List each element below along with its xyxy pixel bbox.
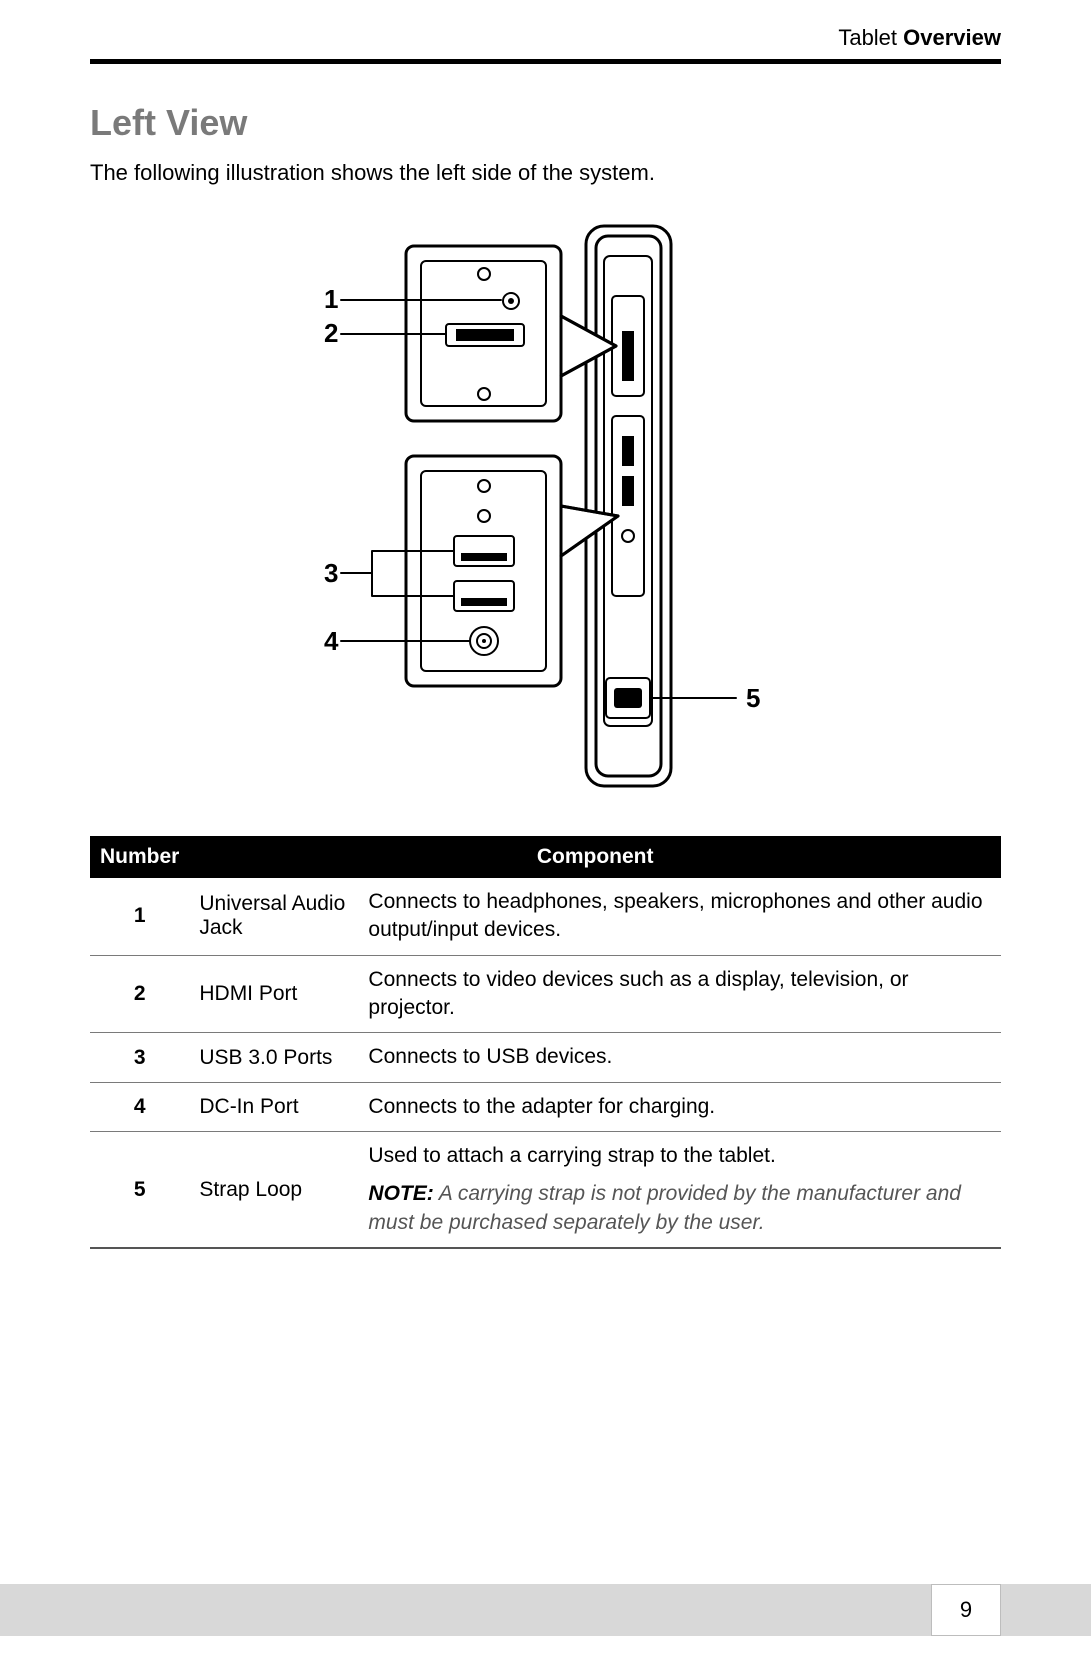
left-view-illustration: 1 2 3 4 5 — [286, 216, 806, 796]
row-number: 5 — [90, 1132, 189, 1249]
row-number: 3 — [90, 1033, 189, 1082]
note-label: NOTE: — [368, 1182, 433, 1205]
page-number: 9 — [931, 1584, 1001, 1636]
row-note: NOTE: A carrying strap is not provided b… — [368, 1180, 991, 1237]
footer-bar — [0, 1584, 1091, 1636]
row-number: 2 — [90, 955, 189, 1033]
row-component: HDMI Port — [189, 955, 358, 1033]
section-intro: The following illustration shows the lef… — [90, 160, 1001, 186]
components-table: Number Component 1 Universal Audio Jack … — [90, 836, 1001, 1249]
header-rule — [90, 59, 1001, 64]
col-header-component: Component — [189, 836, 1001, 878]
row-description: Used to attach a carrying strap to the t… — [358, 1132, 1001, 1249]
callout-label-4: 4 — [324, 626, 339, 656]
table-row: 3 USB 3.0 Ports Connects to USB devices. — [90, 1033, 1001, 1082]
callout-label-5: 5 — [746, 683, 760, 713]
row-description: Connects to the adapter for charging. — [358, 1082, 1001, 1131]
row-component: USB 3.0 Ports — [189, 1033, 358, 1082]
callout-label-1: 1 — [324, 284, 338, 314]
row-number: 4 — [90, 1082, 189, 1131]
row-description: Connects to video devices such as a disp… — [358, 955, 1001, 1033]
row-description: Connects to USB devices. — [358, 1033, 1001, 1082]
header-section-light: Tablet — [838, 25, 903, 50]
row-number: 1 — [90, 878, 189, 955]
table-row: 4 DC-In Port Connects to the adapter for… — [90, 1082, 1001, 1131]
table-header-row: Number Component — [90, 836, 1001, 878]
header: Tablet Overview — [90, 0, 1001, 64]
header-title: Tablet Overview — [90, 25, 1001, 59]
page: Tablet Overview Left View The following … — [0, 0, 1091, 1674]
note-text: A carrying strap is not provided by the … — [368, 1182, 961, 1233]
table-row: 5 Strap Loop Used to attach a carrying s… — [90, 1132, 1001, 1249]
row-component: Strap Loop — [189, 1132, 358, 1249]
section-title: Left View — [90, 102, 1001, 144]
callout-label-2: 2 — [324, 318, 338, 348]
footer: 9 — [0, 1584, 1091, 1674]
table-row: 2 HDMI Port Connects to video devices su… — [90, 955, 1001, 1033]
row-component: DC-In Port — [189, 1082, 358, 1131]
table-row: 1 Universal Audio Jack Connects to headp… — [90, 878, 1001, 955]
figure: 1 2 3 4 5 — [90, 216, 1001, 796]
header-section-bold: Overview — [903, 25, 1001, 50]
col-header-number: Number — [90, 836, 189, 878]
row-description: Connects to headphones, speakers, microp… — [358, 878, 1001, 955]
callout-label-3: 3 — [324, 558, 338, 588]
row-description-text: Used to attach a carrying strap to the t… — [368, 1142, 991, 1170]
row-component: Universal Audio Jack — [189, 878, 358, 955]
